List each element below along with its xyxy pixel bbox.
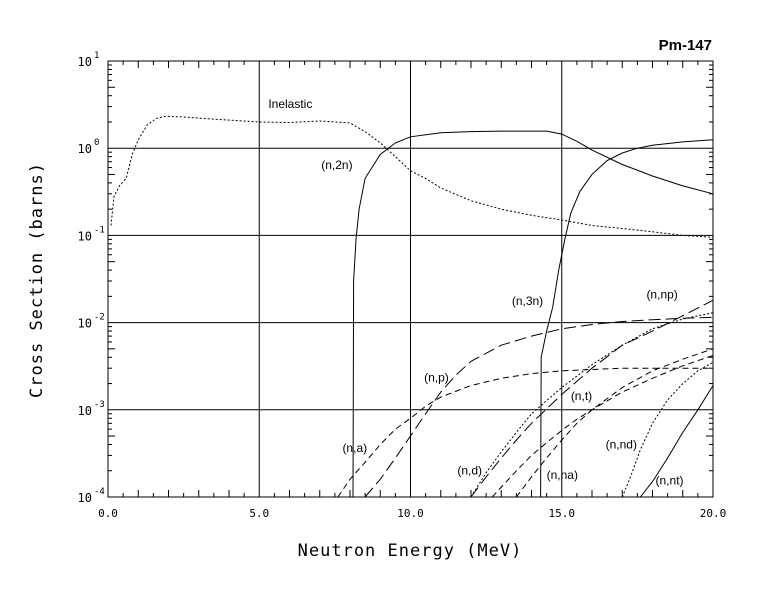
y-tick-exponent: 1 bbox=[94, 51, 99, 61]
series-label: (n,nt) bbox=[656, 473, 684, 487]
series-line bbox=[364, 316, 714, 498]
series-label: (n,na) bbox=[547, 468, 578, 482]
chart-title: Pm-147 bbox=[659, 37, 712, 54]
x-tick-label: 5.0 bbox=[249, 507, 269, 520]
series-line bbox=[470, 312, 714, 498]
x-tick-label: 0.0 bbox=[98, 507, 118, 520]
y-tick-exponent: -3 bbox=[94, 400, 105, 410]
y-axis-label: Cross Section (barns) bbox=[27, 162, 47, 398]
y-tick-label: 10 bbox=[78, 229, 92, 243]
y-tick-label: 10 bbox=[78, 142, 92, 156]
series-label: (n,p) bbox=[424, 371, 449, 385]
series-label: (n,a) bbox=[342, 441, 367, 455]
series-label: (n,2n) bbox=[321, 158, 352, 172]
series-label: (n,nd) bbox=[606, 437, 637, 451]
series-label: (n,np) bbox=[646, 287, 677, 301]
series-line bbox=[640, 385, 714, 498]
y-tick-label: 10 bbox=[78, 404, 92, 418]
series-label: (n,d) bbox=[457, 464, 482, 478]
series-label: (n,t) bbox=[571, 389, 592, 403]
y-tick-exponent: 0 bbox=[94, 138, 99, 148]
x-tick-label: 20.0 bbox=[700, 507, 727, 520]
grid bbox=[108, 61, 713, 497]
y-tick-label: 10 bbox=[78, 317, 92, 331]
series-line bbox=[540, 139, 714, 498]
series-line bbox=[110, 115, 714, 238]
y-tick-label: 10 bbox=[78, 491, 92, 505]
y-tick-exponent: -4 bbox=[94, 487, 105, 497]
series-label: Inelastic bbox=[268, 97, 312, 111]
x-tick-label: 10.0 bbox=[397, 507, 424, 520]
plot-frame bbox=[107, 60, 714, 498]
curve-labels: Inelastic (n,2n) (n,3n) (n,p) (n,a) (n,np) (n,… bbox=[268, 97, 683, 487]
x-tick-label: 15.0 bbox=[549, 507, 576, 520]
series-group bbox=[110, 115, 714, 498]
y-tick-exponent: -1 bbox=[94, 225, 105, 235]
y-tick-label: 10 bbox=[78, 55, 92, 69]
y-tick-exponent: -2 bbox=[94, 313, 105, 323]
series-label: (n,3n) bbox=[512, 294, 543, 308]
x-axis-label: Neutron Energy (MeV) bbox=[298, 541, 523, 561]
series-line bbox=[352, 130, 714, 498]
series-line bbox=[621, 361, 714, 498]
series-line bbox=[491, 355, 714, 498]
series-line bbox=[516, 348, 714, 498]
